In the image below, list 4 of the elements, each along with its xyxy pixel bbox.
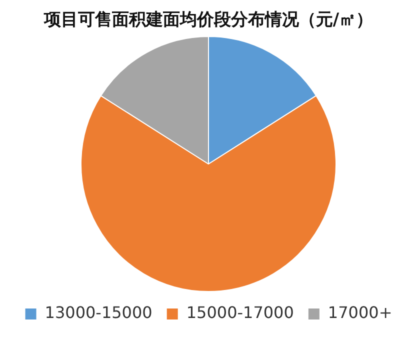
legend-label: 13000-15000	[44, 303, 152, 322]
legend-label: 15000-17000	[186, 303, 294, 322]
legend-label: 17000+	[328, 303, 392, 322]
chart-title: 项目可售面积建面均价段分布情况（元/㎡）	[42, 9, 374, 31]
